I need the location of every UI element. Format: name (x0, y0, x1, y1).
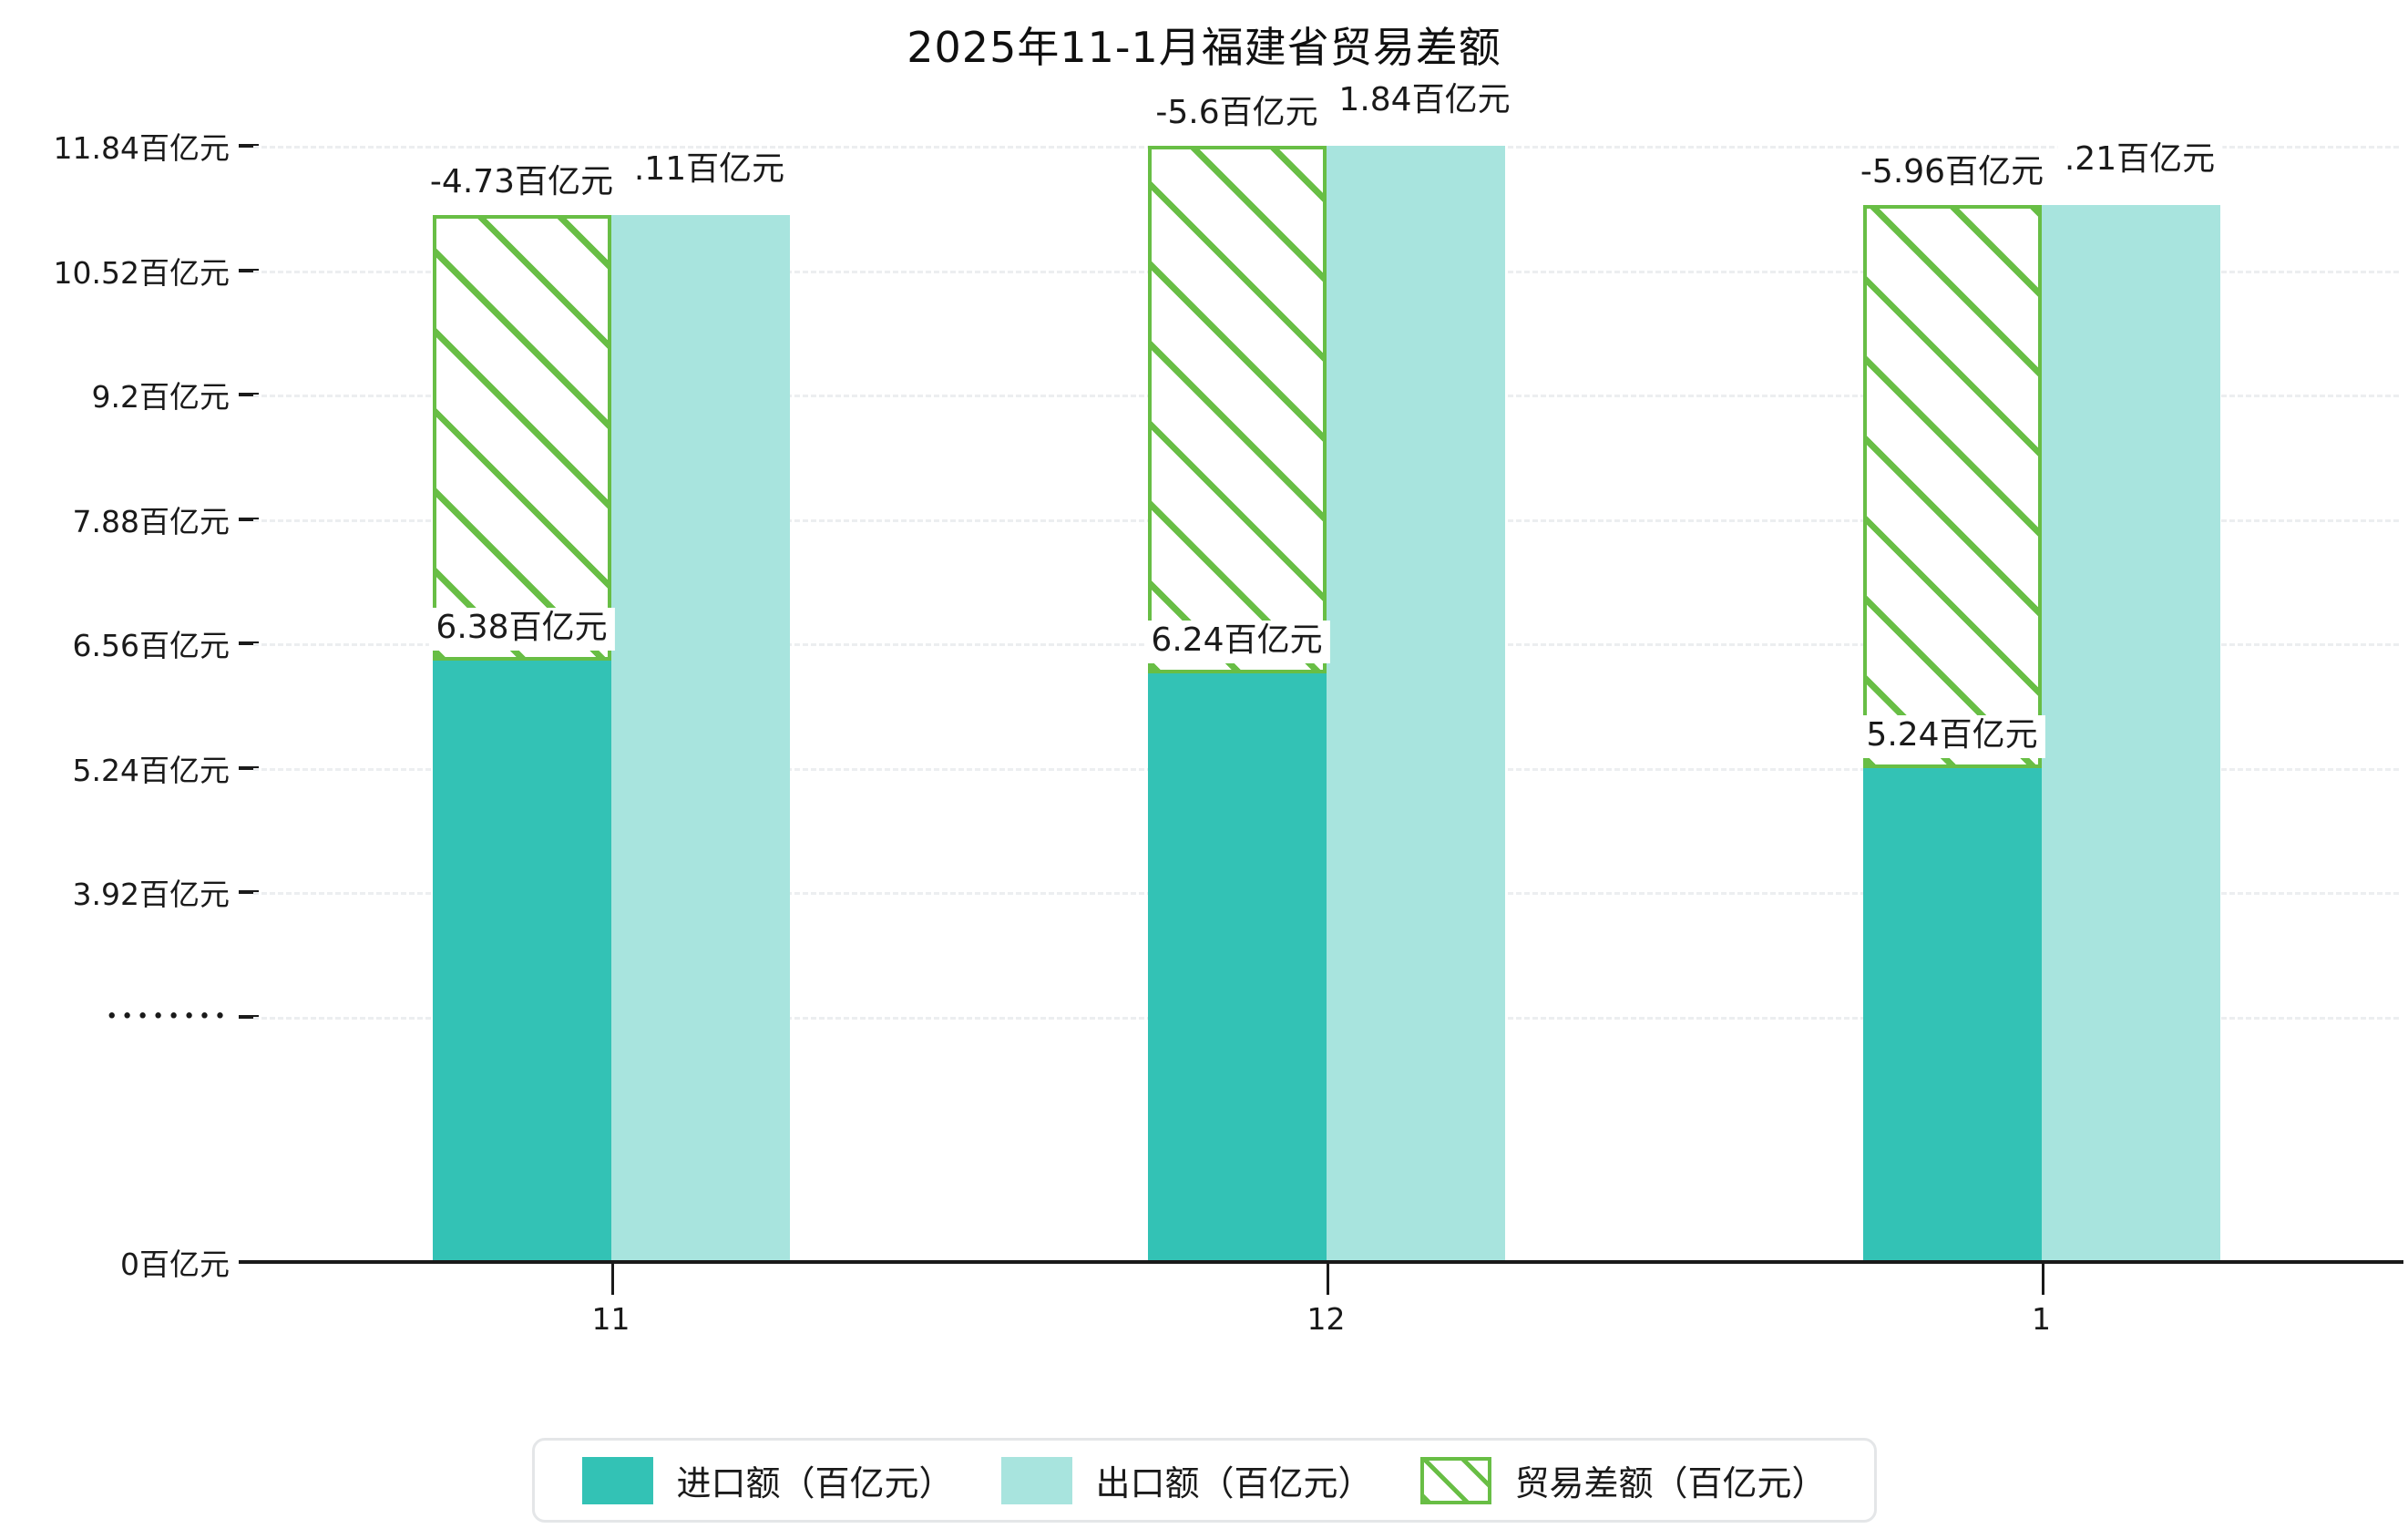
bar-trade-balance[interactable] (432, 214, 611, 661)
bar-import[interactable] (432, 660, 611, 1262)
legend-item-balance[interactable]: 贸易差额（百亿元） (1419, 1455, 1827, 1505)
y-tick-label: 0百亿元 (120, 1247, 230, 1282)
bar-trade-balance[interactable] (1862, 205, 2042, 768)
x-axis-line (253, 1260, 2403, 1264)
y-tick-mark (239, 144, 259, 148)
y-tick-label: 9.2百亿元 (91, 379, 230, 416)
x-tick-mark (1326, 1264, 1329, 1295)
legend-swatch-export-icon (1000, 1456, 1072, 1504)
y-tick-label: 6.56百亿元 (72, 628, 230, 664)
x-tick-mark (610, 1264, 614, 1295)
x-tick-label: 12 (1306, 1301, 1346, 1337)
chart-title: 2025年11-1月福建省贸易差额 (907, 23, 1501, 72)
y-tick-label: •••••••• (106, 1005, 230, 1029)
y-tick-mark (239, 1014, 259, 1019)
plot-area: 6.38百亿元 -4.73百亿元 .11百亿元 6.24百亿元 -5.6百亿元 1.84百… (253, 80, 2399, 1262)
value-label-import: 6.38百亿元 (428, 607, 615, 651)
x-tick-label: 11 (591, 1301, 630, 1337)
value-label-balance: -5.6百亿元 (1148, 93, 1326, 136)
value-label-export: .21百亿元 (2056, 139, 2223, 182)
chart-legend: 进口额（百亿元） 出口额（百亿元） 贸易差额（百亿元） (531, 1438, 1877, 1523)
value-label-export: 1.84百亿元 (1331, 80, 1518, 123)
y-tick-mark (239, 890, 259, 895)
y-tick-label: 10.52百亿元 (53, 254, 230, 291)
value-label-balance: -5.96百亿元 (1852, 152, 2052, 195)
bar-trade-balance[interactable] (1147, 146, 1327, 674)
value-label-export: .11百亿元 (626, 149, 793, 192)
y-tick-mark (239, 641, 259, 646)
y-tick-label: 7.88百亿元 (72, 503, 230, 539)
y-tick-label: 11.84百亿元 (53, 130, 230, 166)
bar-export[interactable] (1326, 146, 1505, 1262)
y-tick-mark (239, 393, 259, 397)
y-tick-mark (239, 765, 259, 770)
legend-label-import: 进口额（百亿元） (676, 1463, 954, 1503)
y-tick-mark (239, 268, 259, 272)
bar-export[interactable] (610, 214, 790, 1262)
x-tick-mark (2041, 1264, 2044, 1295)
x-tick-label: 1 (2032, 1301, 2051, 1337)
legend-label-balance: 贸易差额（百亿元） (1514, 1463, 1827, 1503)
legend-swatch-import-icon (581, 1456, 653, 1504)
legend-item-import[interactable]: 进口额（百亿元） (581, 1455, 953, 1505)
y-tick-mark (239, 1260, 262, 1264)
bar-import[interactable] (1862, 767, 2042, 1262)
bar-import[interactable] (1147, 673, 1327, 1262)
y-tick-label: 5.24百亿元 (72, 752, 230, 788)
y-tick-label: 3.92百亿元 (72, 877, 230, 913)
legend-label-export: 出口额（百亿元） (1095, 1463, 1373, 1503)
y-tick-mark (239, 517, 259, 521)
value-label-balance: -4.73百亿元 (422, 161, 621, 205)
value-label-import: 5.24百亿元 (1859, 714, 2045, 758)
legend-swatch-balance-icon (1419, 1456, 1491, 1504)
legend-item-export[interactable]: 出口额（百亿元） (1000, 1455, 1373, 1505)
value-label-import: 6.24百亿元 (1143, 621, 1330, 664)
bar-export[interactable] (2041, 205, 2220, 1262)
